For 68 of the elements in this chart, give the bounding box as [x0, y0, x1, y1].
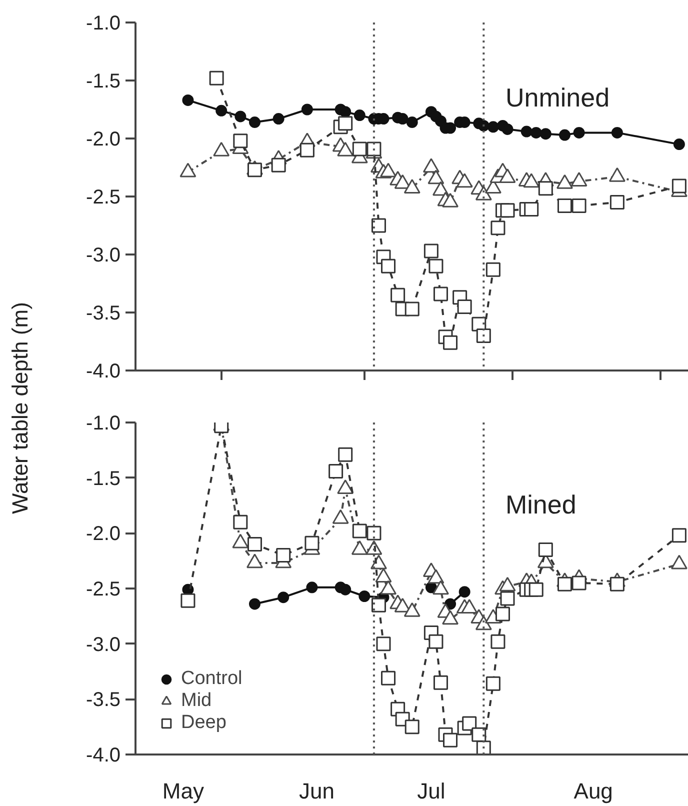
point — [424, 244, 438, 258]
point — [433, 286, 448, 302]
y-tick-label: -1.0 — [86, 412, 121, 434]
point — [490, 220, 506, 236]
y-tick-label: -4.0 — [86, 744, 121, 766]
x-tick-label: Jul — [417, 778, 446, 804]
point — [300, 142, 314, 158]
y-axis-title: Water table depth (m) — [6, 302, 34, 514]
point — [557, 198, 572, 214]
point — [352, 142, 367, 156]
point — [248, 116, 260, 128]
point — [573, 126, 585, 138]
point — [500, 203, 515, 218]
point — [540, 128, 552, 140]
point — [538, 181, 553, 196]
point — [487, 121, 499, 133]
point — [476, 328, 491, 343]
point — [443, 335, 458, 350]
point — [457, 299, 472, 314]
point — [340, 106, 352, 118]
point — [486, 262, 500, 277]
x-tick-label: Jun — [298, 778, 334, 804]
legend-label: Control — [181, 668, 242, 690]
point — [672, 178, 686, 194]
point — [428, 258, 444, 274]
point — [572, 198, 586, 214]
point — [404, 302, 420, 316]
point — [610, 195, 624, 210]
point — [271, 158, 286, 172]
point — [301, 104, 313, 116]
x-tick-label: May — [162, 778, 204, 804]
y-tick-label: -3.0 — [86, 244, 121, 266]
point — [611, 126, 623, 138]
legend-label: Deep — [181, 712, 226, 734]
point — [338, 116, 353, 131]
point — [234, 110, 246, 122]
point — [247, 162, 262, 178]
y-tick-label: -3.5 — [86, 302, 121, 324]
point — [520, 126, 532, 138]
point — [216, 104, 228, 116]
y-tick-label: -2.0 — [86, 523, 121, 546]
x-tick-label: Aug — [574, 778, 613, 804]
point — [673, 138, 685, 150]
point — [558, 129, 570, 141]
y-tick-label: -2.5 — [86, 186, 121, 208]
point — [209, 70, 224, 86]
y-tick-label: -1.5 — [86, 70, 121, 92]
legend-label: Mid — [181, 690, 212, 712]
annotation: Mined — [506, 490, 576, 520]
point — [371, 218, 386, 233]
point — [524, 202, 539, 217]
point — [502, 123, 514, 135]
point — [390, 288, 406, 302]
y-tick-label: -2.0 — [86, 128, 121, 150]
y-tick-label: -4.0 — [86, 360, 121, 382]
point — [233, 134, 248, 148]
point — [354, 110, 366, 122]
y-tick-label: -2.5 — [86, 578, 121, 600]
y-tick-label: -1.0 — [86, 12, 121, 34]
point — [381, 258, 396, 274]
y-tick-label: -1.5 — [86, 468, 121, 490]
point — [272, 113, 284, 125]
point — [182, 94, 194, 106]
point — [530, 126, 542, 138]
point — [406, 116, 418, 128]
y-tick-label: -3.0 — [86, 634, 121, 656]
annotation: Unmined — [506, 82, 610, 112]
y-tick-label: -3.5 — [86, 689, 121, 712]
